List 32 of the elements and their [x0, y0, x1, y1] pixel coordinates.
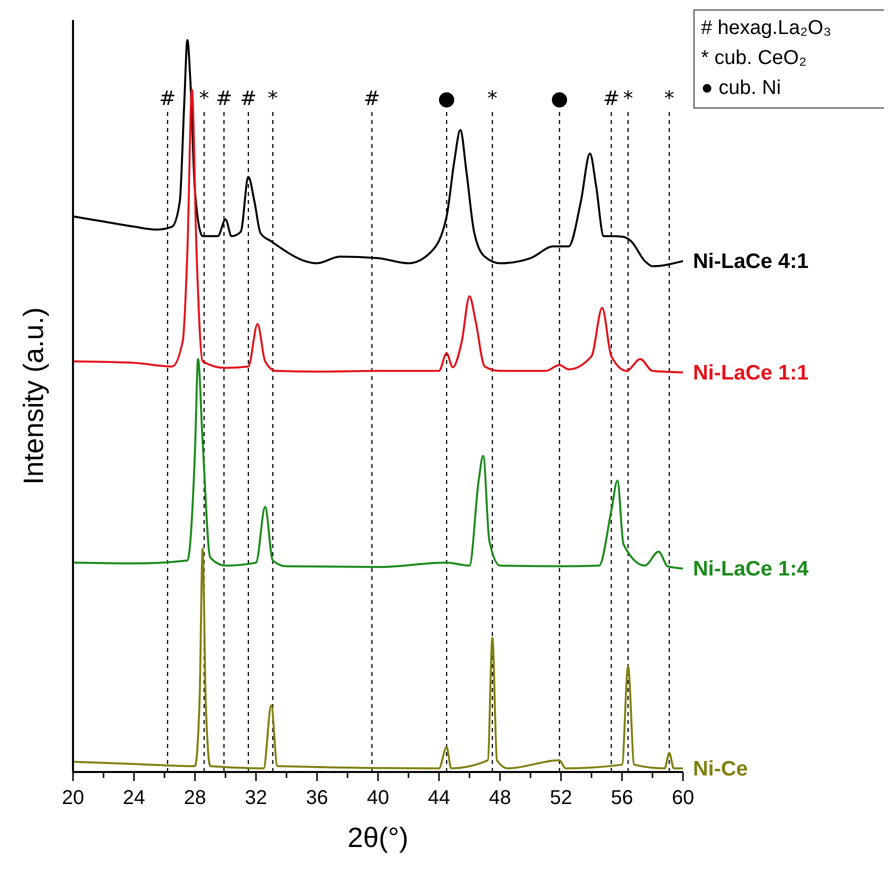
ref-line-label: # — [602, 86, 620, 110]
ref-line-label: ● — [550, 86, 568, 110]
ref-line-label: ● — [438, 86, 456, 110]
y-axis-title: Intensity (a.u.) — [18, 307, 49, 485]
text: * cub. CeO₂ — [701, 47, 807, 69]
ref-line-label: * — [664, 86, 674, 110]
x-tick-label: 60 — [672, 787, 694, 809]
x-tick-label: 44 — [428, 787, 450, 809]
x-tick-label: 56 — [610, 787, 634, 809]
x-tick-label: 20 — [62, 787, 84, 809]
x-tick-label: 52 — [550, 787, 572, 809]
x-axis-title: 2θ(°) — [348, 822, 408, 853]
x-tick-label: 48 — [488, 787, 512, 809]
ref-line-label: # — [159, 86, 176, 110]
x-tick-label: 32 — [244, 787, 268, 809]
ref-line-label: * — [199, 86, 210, 110]
series-label: Ni-LaCe 1:4 — [693, 558, 809, 581]
ref-line-label: * — [487, 86, 498, 110]
x-tick-label: 40 — [366, 787, 390, 809]
ref-line-label: # — [240, 86, 257, 110]
ref-line-label: * — [623, 86, 634, 110]
series-label: Ni-Ce — [693, 757, 748, 780]
ref-line-label: # — [216, 86, 232, 110]
x-tick-label: 24 — [122, 787, 146, 809]
text: # hexag.La₂O₃ — [701, 17, 832, 39]
series-label: Ni-LaCe 1:1 — [693, 361, 809, 384]
series-label: Ni-LaCe 4:1 — [693, 250, 809, 274]
ref-line-label: # — [364, 86, 380, 110]
ref-line-label: * — [268, 86, 278, 110]
text: ● cub. Ni — [701, 77, 781, 99]
x-tick-label: 28 — [184, 787, 206, 809]
x-tick-label: 36 — [306, 787, 328, 809]
